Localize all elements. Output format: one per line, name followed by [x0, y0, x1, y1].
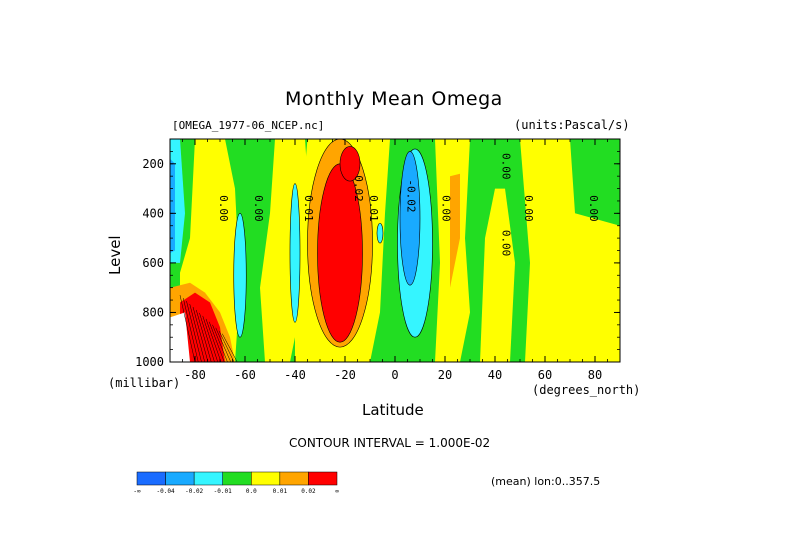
colorbar-swatch [222, 471, 252, 486]
x-axis-unit: (degrees_north) [532, 383, 641, 397]
units-label: (units:Pascal/s) [514, 118, 630, 132]
polar-contour-line [183, 298, 199, 362]
polar-contour-line [205, 318, 222, 362]
cyan-60s [233, 213, 247, 338]
colorbar-swatch [251, 471, 281, 486]
polar-contour-line [189, 303, 205, 362]
blue-south-pole [170, 158, 175, 253]
cyan-40s [289, 183, 301, 323]
contour-interval: CONTOUR INTERVAL = 1.000E-02 [289, 436, 491, 450]
colorbar-swatch [308, 471, 338, 486]
x-tick-label: -60 [234, 368, 256, 382]
colorbar-label: -∞ [133, 488, 141, 495]
polar-contour-line [196, 309, 212, 362]
polar-contour-line [212, 324, 228, 362]
y-axis-label: Level [106, 235, 124, 275]
polar-contour-line [215, 327, 231, 362]
contour-label: 0.00 [217, 195, 230, 222]
x-tick-label: 80 [588, 368, 602, 382]
y-tick-label: 200 [142, 157, 164, 171]
y-tick-label: 800 [142, 305, 164, 319]
mean-note: (mean) lon:0..357.5 [491, 475, 601, 488]
x-tick-label: -40 [284, 368, 306, 382]
y-axis-unit: (millibar) [108, 376, 181, 390]
x-tick-label: 60 [538, 368, 552, 382]
contour-label: -0.02 [405, 179, 418, 212]
x-tick-label: 0 [391, 368, 398, 382]
polar-contour-line [218, 330, 235, 362]
colorbar-swatch [165, 471, 195, 486]
chart-title: Monthly Mean Omega [285, 88, 503, 110]
colorbar-label: 0.02 [301, 488, 316, 495]
source-label: [OMEGA_1977-06_NCEP.nc] [172, 119, 325, 132]
colorbar-swatch [136, 471, 166, 486]
yellow-band-5 [480, 188, 515, 362]
contour-label: 0.00 [587, 195, 600, 222]
x-tick-label: 40 [488, 368, 502, 382]
x-axis-label: Latitude [362, 401, 424, 419]
contour-label: 0.01 [367, 195, 380, 222]
colorbar-label: ∞ [335, 488, 339, 495]
yellow-band-6 [520, 139, 620, 362]
x-tick-label: -20 [334, 368, 356, 382]
axis-ticks: -80 -60 -40 -20 0 20 40 60 80 200 400 600 800 1000 [135, 138, 621, 382]
y-tick-label: 1000 [135, 355, 164, 369]
polar-contour-line [179, 295, 196, 362]
contour-label: 0.00 [440, 195, 453, 222]
polar-contour-line [209, 321, 225, 362]
contour-label: 0.00 [500, 153, 513, 180]
contour-label: 0.02 [352, 175, 365, 202]
polar-contour-line [186, 300, 202, 362]
y-tick-label: 600 [142, 256, 164, 270]
colorbar-label: -0.04 [157, 488, 175, 495]
polar-contour-line [192, 306, 209, 362]
contour-field [170, 139, 620, 362]
polar-missing [170, 312, 190, 362]
y-tick-label: 400 [142, 206, 164, 220]
contour-label: 0.00 [252, 195, 265, 222]
orange-streak [450, 173, 460, 288]
polar-contour-line [202, 315, 218, 362]
x-tick-label: -80 [184, 368, 206, 382]
red-cell-top [339, 146, 361, 182]
small-cyan [376, 222, 384, 244]
contour-label: 0.00 [522, 195, 535, 222]
x-tick-label: 20 [438, 368, 452, 382]
colorbar-label: -0.01 [214, 488, 232, 495]
contour-label: 0.00 [500, 230, 513, 256]
contour-label: 0.01 [302, 195, 315, 222]
colorbar-swatch [279, 471, 309, 486]
colorbar-label: -0.02 [185, 488, 203, 495]
colorbar-label: 0.0 [246, 488, 257, 495]
contour-labels: 0.00 0.00 0.010.020.01 -0.02 0.000.000.000.0… [217, 153, 600, 256]
itcz-blue [399, 151, 421, 286]
colorbar-swatch [193, 471, 223, 486]
polar-contour-line [222, 333, 238, 362]
colorbar: -∞ -0.04 -0.02 -0.01 0.0 0.01 0.02 ∞ [133, 471, 339, 495]
polar-contour-line [199, 312, 215, 362]
colorbar-label: 0.01 [273, 488, 288, 495]
